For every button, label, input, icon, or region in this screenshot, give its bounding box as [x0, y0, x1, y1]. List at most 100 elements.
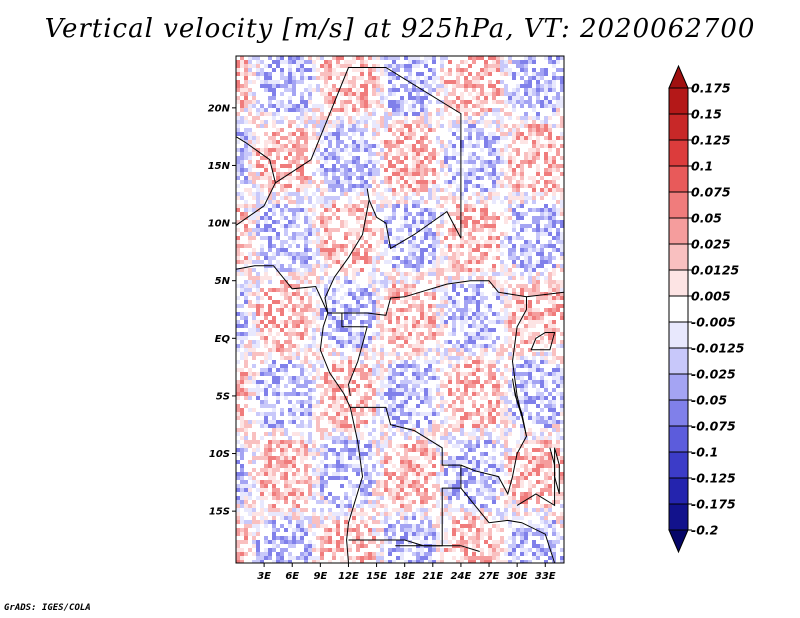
field-cell — [244, 80, 248, 84]
field-cell — [324, 76, 328, 80]
field-cell — [500, 348, 504, 352]
field-cell — [460, 416, 464, 420]
field-cell — [284, 156, 288, 160]
field-cell — [304, 376, 308, 380]
field-cell — [544, 180, 548, 184]
field-cell — [536, 148, 540, 152]
field-cell — [288, 120, 292, 124]
field-cell — [288, 132, 292, 136]
field-cell — [276, 108, 280, 112]
field-cell — [396, 424, 400, 428]
field-cell — [528, 208, 532, 212]
field-cell — [344, 440, 348, 444]
field-cell — [468, 300, 472, 304]
field-cell — [552, 244, 556, 248]
field-cell — [300, 152, 304, 156]
field-cell — [388, 80, 392, 84]
field-cell — [480, 260, 484, 264]
field-cell — [372, 292, 376, 296]
field-cell — [328, 136, 332, 140]
field-cell — [372, 276, 376, 280]
field-cell — [456, 216, 460, 220]
field-cell — [400, 336, 404, 340]
field-cell — [552, 284, 556, 288]
field-cell — [500, 200, 504, 204]
field-cell — [560, 56, 564, 60]
field-cell — [412, 300, 416, 304]
field-cell — [552, 328, 556, 332]
field-cell — [444, 300, 448, 304]
field-cell — [460, 392, 464, 396]
field-cell — [452, 252, 456, 256]
field-cell — [324, 116, 328, 120]
field-cell — [288, 172, 292, 176]
field-cell — [332, 384, 336, 388]
field-cell — [488, 164, 492, 168]
field-cell — [436, 196, 440, 200]
field-cell — [416, 140, 420, 144]
field-cell — [368, 292, 372, 296]
field-cell — [460, 268, 464, 272]
field-cell — [504, 336, 508, 340]
field-cell — [272, 420, 276, 424]
field-cell — [396, 272, 400, 276]
field-cell — [308, 412, 312, 416]
field-cell — [460, 224, 464, 228]
field-cell — [256, 292, 260, 296]
field-cell — [240, 252, 244, 256]
field-cell — [460, 432, 464, 436]
field-cell — [408, 432, 412, 436]
field-cell — [336, 120, 340, 124]
field-cell — [408, 308, 412, 312]
field-cell — [504, 432, 508, 436]
field-cell — [264, 412, 268, 416]
field-cell — [404, 196, 408, 200]
field-cell — [360, 76, 364, 80]
field-cell — [532, 324, 536, 328]
field-cell — [340, 420, 344, 424]
field-cell — [504, 364, 508, 368]
field-cell — [484, 392, 488, 396]
field-cell — [308, 432, 312, 436]
field-cell — [300, 196, 304, 200]
field-cell — [484, 60, 488, 64]
field-cell — [268, 200, 272, 204]
field-cell — [336, 124, 340, 128]
field-cell — [308, 200, 312, 204]
field-cell — [504, 376, 508, 380]
field-cell — [392, 64, 396, 68]
field-cell — [248, 208, 252, 212]
field-cell — [480, 428, 484, 432]
field-cell — [520, 296, 524, 300]
field-cell — [284, 292, 288, 296]
field-cell — [432, 172, 436, 176]
field-cell — [460, 236, 464, 240]
field-cell — [336, 144, 340, 148]
field-cell — [292, 88, 296, 92]
field-cell — [444, 88, 448, 92]
field-cell — [536, 140, 540, 144]
field-cell — [420, 436, 424, 440]
field-cell — [488, 360, 492, 364]
field-cell — [520, 400, 524, 404]
field-cell — [240, 204, 244, 208]
field-cell — [336, 412, 340, 416]
field-cell — [488, 432, 492, 436]
field-cell — [344, 236, 348, 240]
field-cell — [264, 336, 268, 340]
field-cell — [456, 284, 460, 288]
field-cell — [380, 428, 384, 432]
field-cell — [404, 220, 408, 224]
field-cell — [252, 220, 256, 224]
field-cell — [360, 228, 364, 232]
field-cell — [372, 304, 376, 308]
field-cell — [536, 296, 540, 300]
field-cell — [536, 232, 540, 236]
field-cell — [420, 428, 424, 432]
field-cell — [280, 444, 284, 448]
field-cell — [440, 220, 444, 224]
field-cell — [544, 404, 548, 408]
field-cell — [376, 128, 380, 132]
field-cell — [288, 88, 292, 92]
